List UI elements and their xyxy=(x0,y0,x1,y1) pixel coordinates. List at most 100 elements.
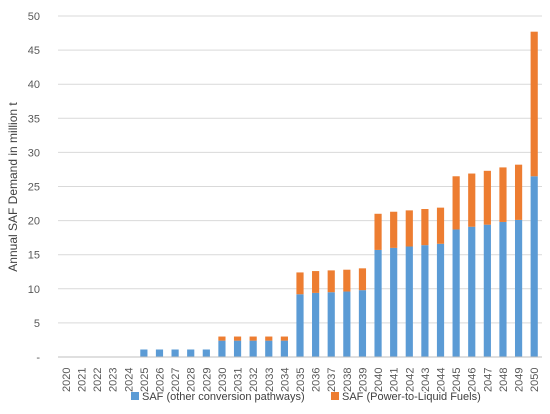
y-tick-label: 20 xyxy=(28,216,40,228)
legend-swatch-power-to-liquid xyxy=(331,392,339,400)
bar-other-pathways xyxy=(374,249,382,357)
bar-power-to-liquid xyxy=(265,336,273,341)
y-tick-label: 30 xyxy=(28,147,40,159)
y-tick-label: 35 xyxy=(28,113,40,125)
bar-other-pathways xyxy=(514,219,523,357)
x-tick-label: 2046 xyxy=(467,368,479,392)
bar-other-pathways xyxy=(436,243,445,357)
bar-other-pathways xyxy=(233,340,242,357)
bar-other-pathways xyxy=(280,340,288,357)
bar-power-to-liquid xyxy=(421,209,429,246)
y-tick-label: 25 xyxy=(28,182,40,194)
y-axis-title: Annual SAF Demand in million t xyxy=(6,102,20,272)
y-tick-label: 15 xyxy=(28,250,40,262)
bar-power-to-liquid xyxy=(530,31,538,177)
bar-other-pathways xyxy=(530,176,538,357)
x-tick-label: 2050 xyxy=(529,368,541,392)
gridlines xyxy=(58,15,542,324)
legend-label-power-to-liquid: SAF (Power-to-Liquid Fuels) xyxy=(342,391,481,403)
x-tick-label: 2032 xyxy=(248,368,260,392)
bar-power-to-liquid xyxy=(390,211,398,248)
x-tick-label: 2040 xyxy=(373,368,385,392)
y-tick-label: 10 xyxy=(28,284,40,296)
bar-power-to-liquid xyxy=(218,336,226,341)
bar-other-pathways xyxy=(155,349,164,357)
bar-other-pathways xyxy=(468,226,476,357)
x-tick-label: 2028 xyxy=(186,368,198,392)
x-tick-label: 2038 xyxy=(342,368,354,392)
x-tick-label: 2020 xyxy=(61,368,73,392)
x-tick-label: 2049 xyxy=(514,368,526,392)
bar-power-to-liquid xyxy=(483,170,491,225)
legend: SAF (other conversion pathways) SAF (Powe… xyxy=(131,391,481,403)
bar-other-pathways xyxy=(187,349,195,357)
legend-swatch-other-pathways xyxy=(131,392,139,400)
bar-other-pathways xyxy=(452,229,460,357)
bar-other-pathways xyxy=(358,290,367,357)
bar-other-pathways xyxy=(405,246,413,357)
x-tick-label: 2041 xyxy=(389,368,401,392)
bar-power-to-liquid xyxy=(499,167,507,222)
x-tick-label: 2037 xyxy=(326,368,338,392)
x-tick-label: 2033 xyxy=(264,368,276,392)
bar-power-to-liquid xyxy=(405,210,413,247)
bar-other-pathways xyxy=(327,292,335,357)
legend-label-other-pathways: SAF (other conversion pathways) xyxy=(142,391,305,403)
x-tick-label: 2035 xyxy=(295,368,307,392)
bars xyxy=(140,31,538,357)
bar-power-to-liquid xyxy=(327,270,335,293)
bar-other-pathways xyxy=(312,292,320,357)
bar-other-pathways xyxy=(202,349,210,357)
bar-other-pathways xyxy=(296,294,304,357)
x-tick-label: 2030 xyxy=(217,368,229,392)
x-tick-label: 2045 xyxy=(451,368,463,392)
bar-other-pathways xyxy=(421,245,429,357)
x-tick-label: 2043 xyxy=(420,368,432,392)
y-tick-label: 5 xyxy=(34,318,40,330)
bar-other-pathways xyxy=(140,349,148,357)
bar-power-to-liquid xyxy=(233,336,242,341)
y-tick-label: 50 xyxy=(28,11,40,23)
bar-other-pathways xyxy=(218,340,226,357)
bar-power-to-liquid xyxy=(358,268,367,291)
x-tick-label: 2042 xyxy=(404,368,416,392)
x-tick-label: 2034 xyxy=(279,368,291,392)
x-tick-label: 2021 xyxy=(76,368,88,392)
bar-power-to-liquid xyxy=(436,207,445,244)
x-tick-label: 2031 xyxy=(233,368,245,392)
x-tick-label: 2029 xyxy=(201,368,213,392)
bar-power-to-liquid xyxy=(280,336,288,341)
bar-other-pathways xyxy=(483,224,491,357)
x-tick-label: 2039 xyxy=(357,368,369,392)
x-tick-label: 2047 xyxy=(482,368,494,392)
bar-other-pathways xyxy=(249,340,257,357)
bar-other-pathways xyxy=(265,340,273,357)
bar-power-to-liquid xyxy=(468,173,476,227)
bar-power-to-liquid xyxy=(343,269,351,292)
x-tick-label: 2025 xyxy=(139,368,151,392)
bar-other-pathways xyxy=(171,349,179,357)
x-tick-label: 2026 xyxy=(154,368,166,392)
x-tick-label: 2036 xyxy=(311,368,323,392)
bar-other-pathways xyxy=(499,221,507,357)
x-tick-label: 2048 xyxy=(498,368,510,392)
x-tick-label: 2027 xyxy=(170,368,182,392)
bar-power-to-liquid xyxy=(249,336,257,341)
x-tick-label: 2022 xyxy=(92,368,104,392)
bar-power-to-liquid xyxy=(514,164,523,220)
bar-power-to-liquid xyxy=(452,176,460,230)
y-tick-label: 40 xyxy=(28,79,40,91)
bar-power-to-liquid xyxy=(296,272,304,295)
y-tick-label: - xyxy=(36,352,40,364)
x-tick-label: 2044 xyxy=(436,368,448,392)
bar-other-pathways xyxy=(343,291,351,357)
x-tick-label: 2024 xyxy=(123,368,135,392)
x-tick-label: 2023 xyxy=(108,368,120,392)
bar-other-pathways xyxy=(390,247,398,357)
bar-power-to-liquid xyxy=(312,271,320,293)
y-tick-label: 45 xyxy=(28,45,40,57)
bar-power-to-liquid xyxy=(374,213,382,250)
